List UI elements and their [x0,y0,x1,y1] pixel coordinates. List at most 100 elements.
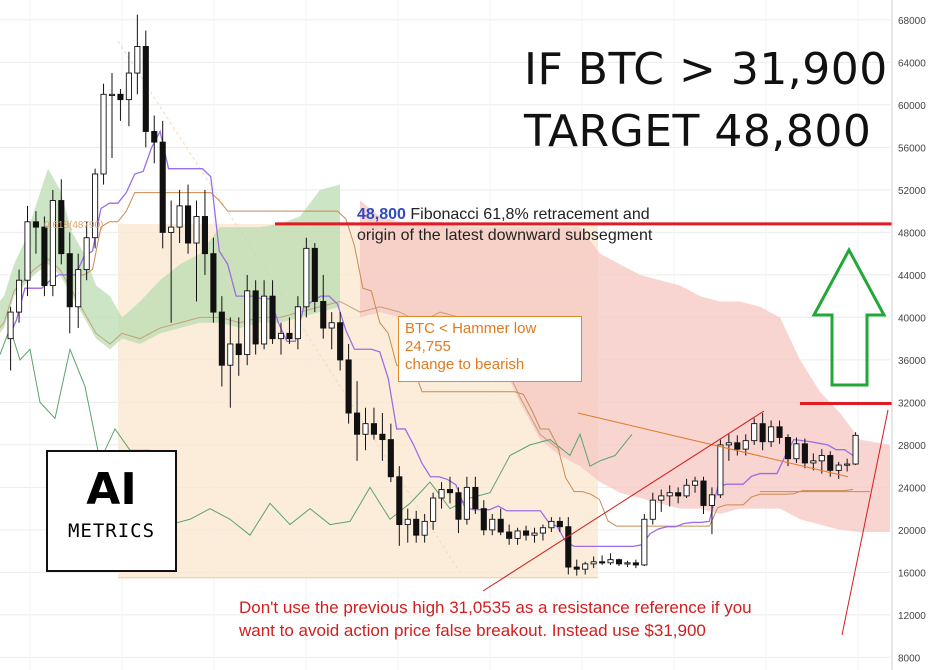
candle [472,476,479,514]
y-tick-label: 12000 [898,611,926,622]
candle-body-down [66,253,73,308]
candle-body-down [784,437,792,460]
candle-body-up [134,46,141,74]
candle-body-up [430,497,437,522]
candle-body-down [801,443,808,464]
candle [793,437,800,463]
candle [184,184,192,254]
candle-body-up [294,306,301,340]
candle [151,115,158,164]
candle-body-down [573,566,580,570]
y-tick-label: 52000 [898,186,926,197]
candle-body-down [396,476,403,526]
hammer-pointer-line [577,412,849,478]
candle [641,513,648,567]
candle-body-up [751,423,758,442]
candle-body-down [345,359,352,414]
candle-body-up [49,200,56,286]
candle [463,476,470,525]
candle [58,179,65,265]
candle [24,205,31,297]
candle [413,510,420,543]
candle [303,237,310,318]
y-axis-background [892,0,936,670]
y-tick-label: 64000 [898,58,926,69]
candle-body-down [117,93,124,101]
candle [708,487,715,535]
candle-body-up [666,492,673,497]
candle-body-down [311,247,318,302]
candle-body-up [768,426,775,443]
candle [117,88,124,121]
candle-body-down [354,412,361,435]
candle [252,280,259,355]
candle [370,407,378,440]
hammer-line-3: change to bearish [405,356,525,373]
y-tick-label: 48000 [898,228,926,239]
candle-body-down [41,226,48,286]
candle [438,482,445,509]
fibonacci-text-1: Fibonacci 61,8% retracement and [405,206,650,223]
candle-body-down [556,520,563,528]
candle [852,432,859,466]
candle-body-down [142,46,149,132]
candle-body-down [497,518,504,533]
candle-body-up [810,460,817,464]
fibonacci-value: 48,800 [357,206,406,223]
candle [261,280,268,350]
candle-body-up [421,520,428,536]
candle [692,476,699,493]
candle-body-down [700,480,707,506]
candle [421,513,428,543]
fibonacci-text-2: origin of the latest downward subsegment [357,227,653,244]
headline-condition: IF BTC > 31,900 [524,44,888,95]
candle [734,435,741,456]
logo-small-text: METRICS [67,520,156,542]
hammer-line-2: 24,755 [405,338,451,355]
candle [345,343,352,424]
candle [16,269,23,323]
candle-body-up [683,484,690,497]
candle [168,200,175,323]
candle-body-down [379,433,386,441]
candle [658,489,665,512]
candle [700,476,707,514]
candle-body-up [590,561,597,565]
candle-body-down [32,221,39,228]
candle-body-up [168,226,175,233]
candle [337,312,344,371]
candle-body-up [92,173,99,239]
hammer-annotation-box: BTC < Hammer low 24,755 change to bearis… [398,316,582,382]
candle [539,524,546,541]
candle-body-up [277,332,285,340]
candle [134,14,141,95]
candle-body-down [151,131,158,143]
candle [717,439,724,499]
candle [430,492,437,530]
candle-body-down [455,492,462,520]
candle [573,559,580,576]
candle [362,407,369,451]
y-tick-label: 56000 [898,143,926,154]
candle-body-up [7,311,14,340]
candle [49,189,56,297]
candle-body-up [607,559,614,564]
candle [801,438,808,469]
candle-body-down [734,442,741,450]
candle [7,306,14,371]
candle-body-down [675,492,682,497]
y-tick-label: 20000 [898,526,926,537]
candle-body-up [793,443,800,460]
candle [480,500,487,536]
candle-body-up [649,499,656,520]
candle [844,458,851,472]
candle-body-down [615,559,623,565]
y-tick-label: 40000 [898,313,926,324]
candle [531,527,538,543]
candle-body-down [827,455,834,471]
candle [379,413,386,461]
candle [294,296,301,350]
headline-target: TARGET 48,800 [524,106,872,157]
candle [193,200,200,302]
candle [92,168,99,249]
